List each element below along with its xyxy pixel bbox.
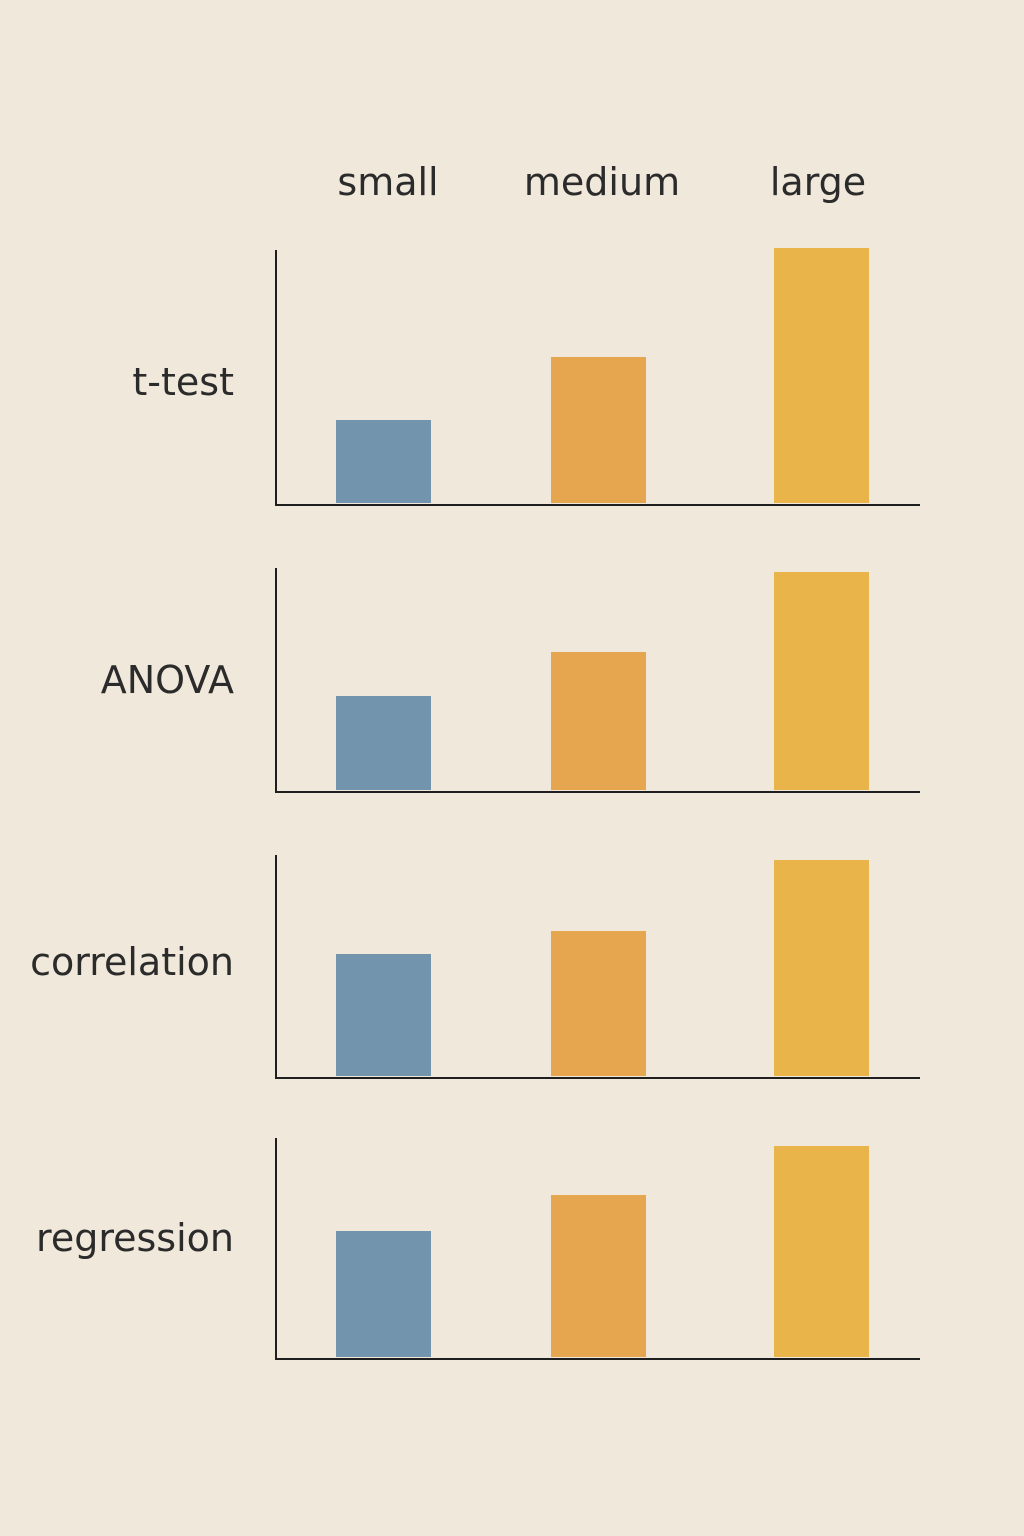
bar-small	[336, 1231, 431, 1357]
y-axis-line	[275, 568, 277, 793]
bar-small	[336, 954, 431, 1076]
row-label: regression	[36, 1216, 234, 1260]
bar-large	[774, 572, 869, 790]
x-axis-line	[275, 1358, 920, 1360]
bar-small	[336, 420, 431, 503]
bar-medium	[551, 1195, 646, 1357]
row-label: ANOVA	[100, 658, 234, 702]
column-label-medium: medium	[523, 160, 681, 204]
y-axis-line	[275, 1138, 277, 1360]
x-axis-line	[275, 504, 920, 506]
bar-medium	[551, 357, 646, 503]
bar-large	[774, 860, 869, 1076]
x-axis-line	[275, 1077, 920, 1079]
bar-large	[774, 248, 869, 503]
column-label-large: large	[769, 160, 867, 204]
y-axis-line	[275, 250, 277, 506]
column-label-small: small	[337, 160, 439, 204]
x-axis-line	[275, 791, 920, 793]
y-axis-line	[275, 855, 277, 1079]
row-label: correlation	[30, 940, 234, 984]
row-label: t-test	[132, 360, 234, 404]
bar-medium	[551, 931, 646, 1076]
bar-medium	[551, 652, 646, 790]
bar-large	[774, 1146, 869, 1357]
bar-small	[336, 696, 431, 790]
